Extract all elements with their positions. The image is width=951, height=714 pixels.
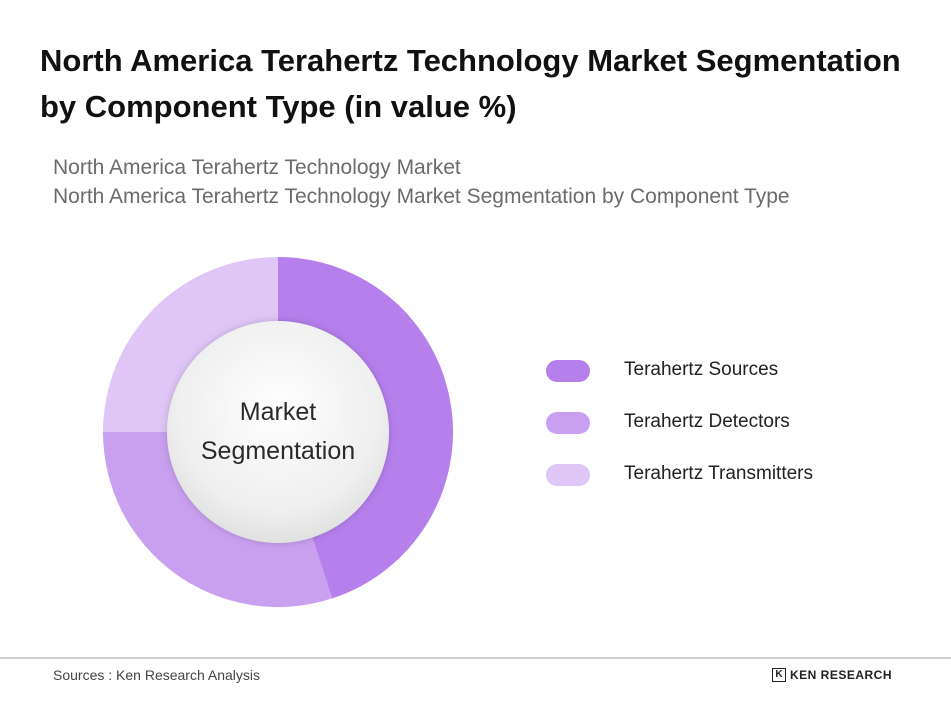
legend-swatch xyxy=(546,412,590,434)
legend-label: Terahertz Sources xyxy=(624,359,779,380)
center-label-line: Market xyxy=(239,398,317,426)
chart-title: North America Terahertz Technology Marke… xyxy=(40,43,901,124)
legend-label: Terahertz Transmitters xyxy=(624,463,813,484)
brand-name: KEN RESEARCH xyxy=(790,668,893,682)
subtitle-line: North America Terahertz Technology Marke… xyxy=(53,156,461,179)
legend-swatch xyxy=(546,464,590,486)
legend-label: Terahertz Detectors xyxy=(624,411,790,432)
legend-swatch xyxy=(546,360,590,382)
source-note: Sources : Ken Research Analysis xyxy=(53,667,260,683)
brand-mark-icon: K xyxy=(772,668,786,682)
chart-subtitle: North America Terahertz Technology Marke… xyxy=(53,153,933,211)
donut-center-label: Market Segmentation xyxy=(168,320,388,544)
center-label-line: Segmentation xyxy=(200,437,356,465)
footer-divider xyxy=(0,657,951,659)
brand-logo: K KEN RESEARCH xyxy=(772,668,892,682)
donut-chart xyxy=(103,257,453,607)
subtitle-line: North America Terahertz Technology Marke… xyxy=(53,185,790,208)
donut-center xyxy=(167,321,389,543)
